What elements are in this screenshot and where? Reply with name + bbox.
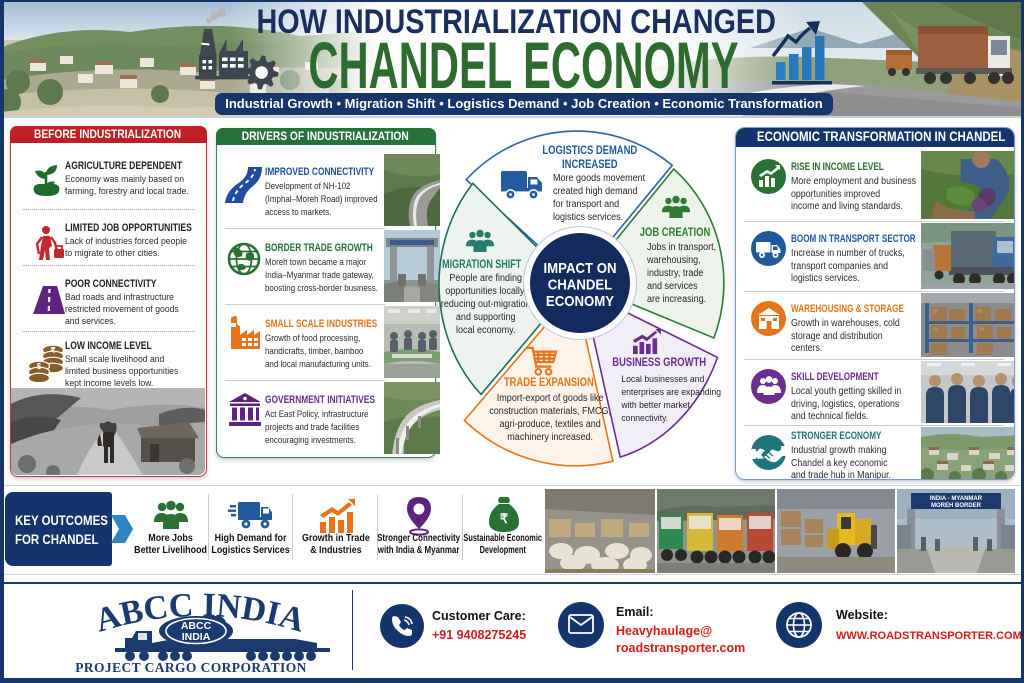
svg-text:ECONOMY: ECONOMY [546, 292, 615, 309]
svg-text:CHANDEL: CHANDEL [548, 276, 613, 293]
svg-text:$: $ [37, 362, 42, 371]
svg-text:₹: ₹ [500, 511, 509, 526]
svg-text:IMPACT ON: IMPACT ON [544, 259, 617, 276]
svg-text:ABCC: ABCC [181, 620, 212, 632]
svg-text:INDIA: INDIA [182, 631, 211, 643]
svg-text:₹: ₹ [50, 346, 55, 355]
svg-text:INDIA - MYANMAR: INDIA - MYANMAR [930, 496, 983, 502]
svg-text:PROJECT CARGO CORPORATION: PROJECT CARGO CORPORATION [75, 660, 307, 675]
svg-text:MOREH BORDER: MOREH BORDER [931, 503, 982, 509]
